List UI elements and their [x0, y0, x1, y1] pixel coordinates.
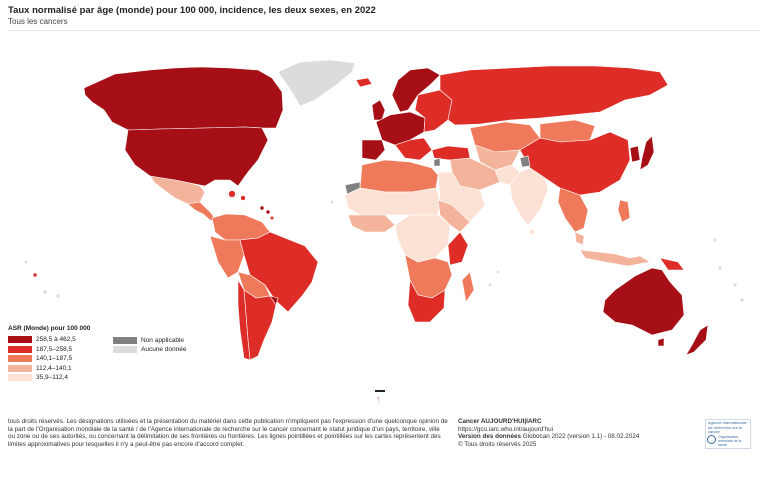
region-atlantic-island[interactable]	[329, 199, 335, 205]
region-tasmania[interactable]	[657, 337, 665, 347]
region-pacific-island-8[interactable]	[712, 237, 718, 243]
region-india[interactable]	[509, 167, 549, 226]
region-madagascar[interactable]	[461, 271, 475, 303]
legend-swatch	[8, 364, 32, 372]
region-philippines[interactable]	[617, 199, 631, 223]
region-peru-ecuador[interactable]	[209, 235, 245, 279]
legend-swatch	[113, 337, 137, 344]
legend-swatch	[113, 346, 137, 353]
region-pacific-island-6[interactable]	[732, 282, 738, 288]
region-pacific-island[interactable]	[42, 289, 48, 295]
legend-label: Non applicable	[141, 337, 185, 344]
region-pacific-island-7[interactable]	[739, 297, 745, 303]
credits-version: Version des données Globocan 2022 (versi…	[458, 433, 678, 441]
credits-copyright: © Tous droits réservés 2025	[458, 440, 537, 448]
legend-class-3: 140,1–187,5	[8, 354, 90, 364]
region-scandinavia[interactable]	[391, 67, 441, 113]
scale-bar	[375, 390, 385, 392]
credits-version-value: Globocan 2022 (version 1.1) - 08.02.2024	[522, 433, 640, 441]
logo-who-text: Organisation mondiale de la santé	[718, 435, 742, 447]
region-australia[interactable]	[602, 267, 685, 336]
who-emblem-icon	[707, 435, 716, 444]
north-arrow-icon: ↑	[376, 394, 381, 404]
disclaimer-text: tous droits réservés. Les désignations u…	[8, 418, 448, 448]
region-greenland[interactable]	[277, 59, 356, 107]
region-west-africa[interactable]	[347, 214, 396, 233]
map-subtitle: Tous les cancers	[8, 17, 68, 26]
region-sahel[interactable]	[344, 187, 441, 216]
legend-label: Aucune donnée	[141, 346, 187, 353]
map-title: Taux normalisé par âge (monde) pour 100 …	[8, 5, 376, 16]
region-new-zealand[interactable]	[685, 324, 709, 356]
region-kashmir-na[interactable]	[519, 155, 531, 168]
region-indian-ocean-island[interactable]	[487, 282, 493, 288]
region-south-africa[interactable]	[407, 278, 446, 323]
iarc-who-logo: Agence internationale de recherche sur l…	[705, 419, 751, 449]
region-china[interactable]	[519, 131, 631, 196]
logo-agency-text: Agence internationale de recherche sur l…	[708, 420, 747, 435]
region-antilles[interactable]	[259, 205, 265, 211]
legend-label: 35,9–112,4	[36, 374, 69, 382]
region-indochina[interactable]	[557, 187, 589, 233]
region-levant-na[interactable]	[433, 157, 441, 167]
region-png[interactable]	[659, 257, 685, 271]
legend-label: 187,5–258,5	[36, 345, 73, 353]
region-pacific-island-3[interactable]	[32, 272, 38, 278]
region-hispaniola[interactable]	[240, 195, 246, 201]
region-indonesia[interactable]	[579, 249, 651, 267]
legend-class-5: 35,9–112,4	[8, 373, 90, 383]
region-pacific-island-4[interactable]	[23, 259, 29, 265]
region-korea[interactable]	[629, 145, 641, 163]
legend-no-data: Aucune donnée	[113, 345, 187, 354]
region-north-africa[interactable]	[359, 159, 439, 193]
region-iceland[interactable]	[355, 77, 373, 88]
legend-label: 258,5 à 462,5	[36, 336, 76, 344]
legend-class-2: 187,5–258,5	[8, 345, 90, 355]
region-japan[interactable]	[639, 135, 655, 171]
region-cuba[interactable]	[228, 190, 236, 198]
region-mongolia[interactable]	[539, 119, 596, 143]
region-chile[interactable]	[237, 278, 251, 361]
legend-extra: Non applicable Aucune donnée	[113, 336, 187, 354]
legend: ASR (Monde) pour 100 000 258,5 à 462,5 1…	[8, 325, 90, 383]
region-pacific-island-2[interactable]	[55, 293, 61, 299]
legend-swatch	[8, 336, 32, 344]
legend-label: 140,1–187,5	[36, 355, 73, 363]
region-indian-ocean-island-2[interactable]	[496, 270, 500, 274]
region-canada[interactable]	[83, 66, 284, 131]
region-turkey[interactable]	[431, 145, 471, 161]
legend-label: 112,4–140,1	[36, 364, 72, 372]
legend-class-1: 258,5 à 462,5	[8, 335, 90, 345]
legend-not-applicable: Non applicable	[113, 336, 187, 345]
credits-name: Cancer AUJOURD'HUI|IARC	[458, 418, 542, 425]
header-divider	[8, 30, 760, 31]
region-east-africa[interactable]	[447, 231, 469, 266]
legend-swatch	[8, 345, 32, 353]
legend-swatch	[8, 374, 32, 382]
legend-title: ASR (Monde) pour 100 000	[8, 325, 91, 332]
region-central-africa[interactable]	[394, 214, 451, 263]
region-pacific-island-5[interactable]	[717, 265, 723, 271]
credits-version-label: Version des données	[458, 433, 521, 441]
region-uruguay[interactable]	[269, 295, 279, 306]
credits-url[interactable]: https://gco.iarc.who.int/aujourd'hui	[458, 425, 554, 433]
region-uk-ireland[interactable]	[371, 99, 386, 121]
credits: Cancer AUJOURD'HUI|IARC https://gco.iarc…	[458, 418, 678, 448]
region-sri-lanka[interactable]	[529, 229, 535, 235]
region-usa[interactable]	[124, 126, 269, 187]
region-antilles-2[interactable]	[265, 209, 271, 215]
region-malaysia[interactable]	[574, 231, 585, 246]
region-antilles-3[interactable]	[269, 215, 275, 221]
legend-swatch	[8, 355, 32, 363]
legend-class-4: 112,4–140,1	[8, 364, 90, 374]
region-iberia[interactable]	[361, 139, 386, 161]
region-central-america[interactable]	[187, 201, 217, 223]
region-russia[interactable]	[439, 65, 669, 126]
